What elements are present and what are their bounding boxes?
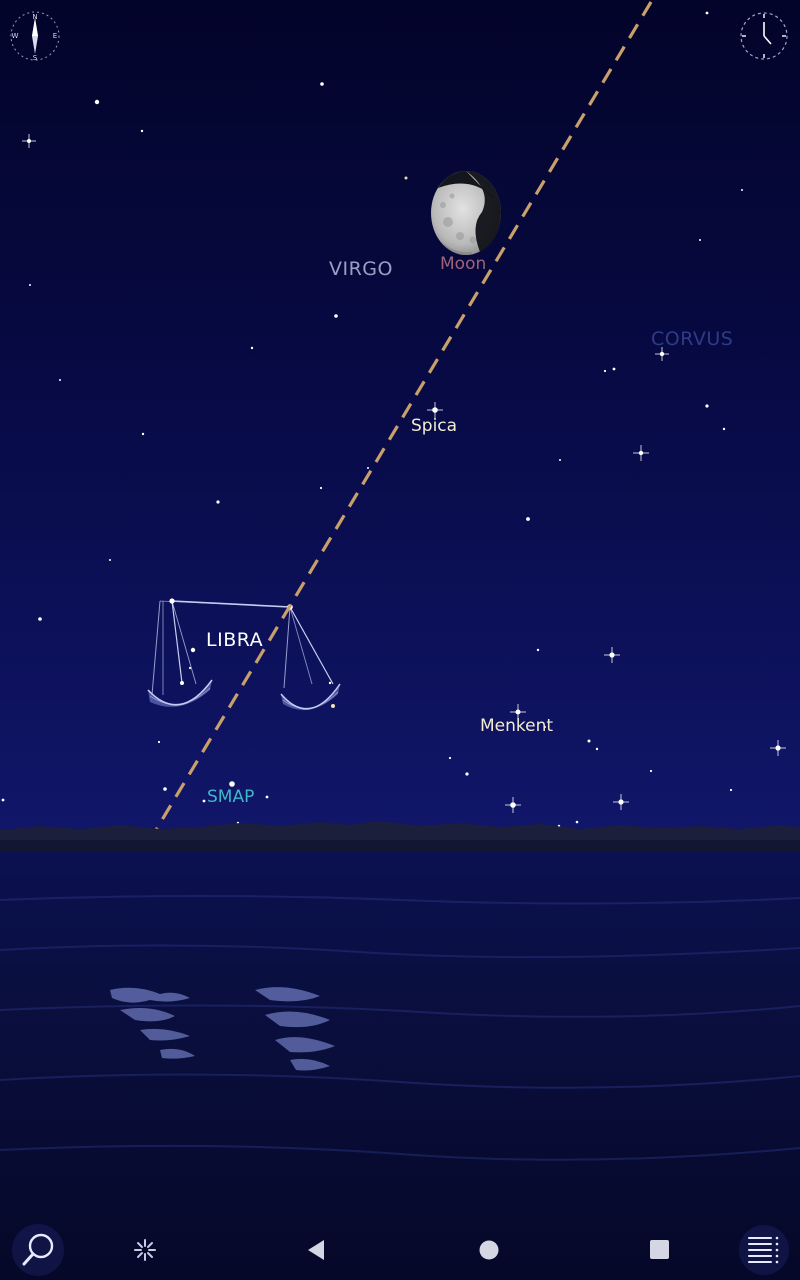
libra-constellation-art bbox=[147, 598, 341, 711]
ecliptic-line bbox=[154, 1, 653, 831]
sparkle-icon bbox=[134, 1239, 156, 1261]
water-surface bbox=[0, 852, 800, 1280]
star-label-menkent[interactable]: Menkent bbox=[480, 716, 554, 736]
back-button[interactable] bbox=[288, 1228, 340, 1272]
compass-button[interactable]: N S W E bbox=[9, 10, 61, 62]
home-circle-icon bbox=[479, 1240, 499, 1260]
constellation-label-libra[interactable]: LIBRA bbox=[206, 629, 264, 651]
constellation-label-virgo[interactable]: VIRGO bbox=[329, 258, 393, 280]
search-button[interactable] bbox=[10, 1222, 66, 1278]
compass-icon: N S W E bbox=[10, 11, 60, 62]
bottom-nav-bar bbox=[0, 1220, 800, 1280]
bright-star-sparkles bbox=[22, 134, 786, 813]
menu-button[interactable] bbox=[736, 1224, 792, 1276]
object-label-moon[interactable]: Moon bbox=[440, 254, 487, 274]
libra-reflection bbox=[110, 987, 335, 1071]
svg-text:S: S bbox=[33, 54, 38, 62]
sky-background bbox=[0, 0, 800, 840]
satellite-label-smap[interactable]: SMAP bbox=[207, 787, 255, 807]
clock-button[interactable] bbox=[738, 10, 790, 62]
menu-icon bbox=[739, 1225, 789, 1275]
constellation-label-corvus[interactable]: CORVUS bbox=[651, 328, 734, 350]
sparkle-button[interactable] bbox=[119, 1228, 171, 1272]
water-ripples bbox=[0, 895, 800, 1161]
home-button[interactable] bbox=[459, 1228, 511, 1272]
svg-text:N: N bbox=[32, 13, 37, 21]
search-icon bbox=[12, 1224, 64, 1276]
horizon-band bbox=[0, 840, 800, 854]
star-label-spica[interactable]: Spica bbox=[411, 416, 458, 436]
recents-square-icon bbox=[650, 1240, 669, 1259]
clock-icon bbox=[740, 12, 788, 60]
svg-text:W: W bbox=[12, 32, 19, 40]
svg-text:E: E bbox=[53, 32, 57, 40]
back-triangle-icon bbox=[308, 1240, 324, 1260]
recents-button[interactable] bbox=[630, 1228, 682, 1272]
